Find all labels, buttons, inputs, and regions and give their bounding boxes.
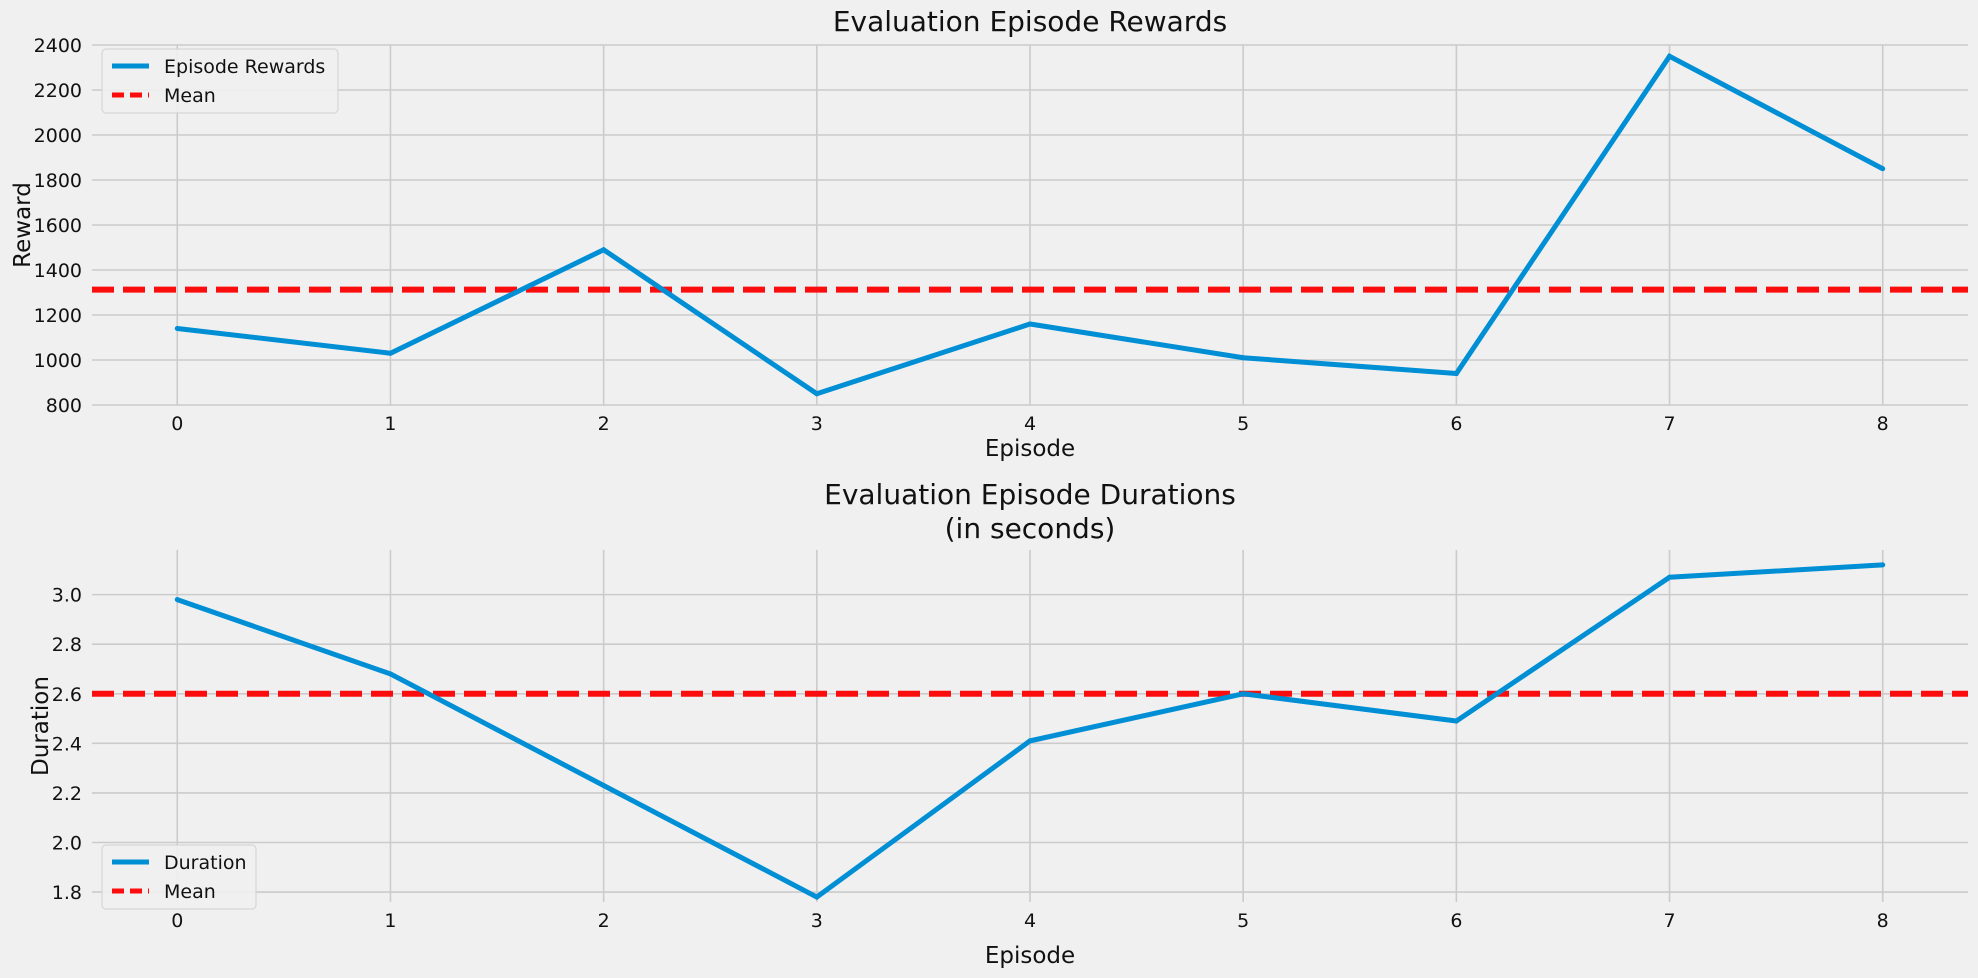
data-point	[1453, 718, 1459, 724]
y-tick-label: 2.2	[52, 783, 82, 805]
x-tick-label: 8	[1877, 910, 1889, 932]
chart-1: 0 1 2 3 4 5 6 7 8 800 1000 1200 1400 1600 1800 2000 2200…	[10, 5, 1968, 462]
y-tick-label: 2200	[34, 80, 82, 102]
y-tick-label: 2.8	[52, 634, 82, 656]
y-tick-label: 2.0	[52, 833, 82, 855]
x-tick-label: 3	[811, 413, 823, 435]
y-tick-label: 1.8	[52, 882, 82, 904]
y-tick-label: 1200	[34, 305, 82, 327]
data-point	[1240, 691, 1246, 697]
data-point	[1453, 371, 1459, 376]
data-point	[601, 247, 607, 253]
x-tick-label: 2	[598, 413, 610, 435]
y-tick-label: 1000	[34, 350, 82, 372]
x-tick-label: 6	[1450, 413, 1462, 435]
x-tick-label: 7	[1663, 413, 1675, 435]
x-axis-label: Episode	[985, 943, 1075, 969]
legend: Episode Rewards Mean	[101, 48, 339, 114]
chart-title: (in seconds)	[945, 512, 1116, 545]
chart-title: Evaluation Episode Rewards	[833, 5, 1227, 38]
data-point	[1667, 53, 1673, 59]
x-tick-label: 4	[1024, 910, 1036, 932]
legend-label: Duration	[164, 852, 247, 874]
data-point	[1667, 574, 1673, 580]
chart-2: 0 1 2 3 4 5 6 7 8 1.8 2.0 2.2 2.4 2.6 2.8 3.0 Evaluation…	[28, 478, 1968, 969]
x-tick-label: 5	[1237, 413, 1249, 435]
data-point	[1880, 562, 1886, 568]
data-point	[1027, 321, 1033, 327]
data-point	[1240, 355, 1246, 361]
data-point	[174, 326, 180, 331]
legend-label: Episode Rewards	[164, 56, 325, 78]
legend-box	[101, 48, 339, 114]
legend-label: Mean	[164, 85, 216, 107]
x-tick-label: 1	[384, 910, 396, 932]
x-tick-label: 1	[384, 413, 396, 435]
y-tick-label: 1800	[34, 170, 82, 192]
data-point	[814, 894, 820, 900]
x-tick-label: 8	[1877, 413, 1889, 435]
x-tick-label: 0	[171, 910, 183, 932]
data-point	[1880, 166, 1886, 172]
x-tick-label: 6	[1450, 910, 1462, 932]
y-tick-label: 2.4	[52, 733, 82, 755]
x-tick-label: 3	[811, 910, 823, 932]
data-point	[601, 782, 607, 788]
y-axis-label: Duration	[28, 676, 54, 776]
legend: Duration Mean	[101, 844, 257, 910]
y-axis-label: Reward	[10, 182, 36, 268]
y-tick-label: 2000	[34, 125, 82, 147]
chart-title: Evaluation Episode Durations	[824, 478, 1236, 511]
x-tick-label: 0	[171, 413, 183, 435]
y-tick-label: 1600	[34, 215, 82, 237]
y-tick-label: 2400	[34, 35, 82, 57]
y-tick-label: 800	[46, 395, 82, 417]
x-tick-label: 5	[1237, 910, 1249, 932]
data-point	[387, 350, 393, 356]
data-point	[174, 597, 180, 603]
x-tick-label: 7	[1663, 910, 1675, 932]
x-tick-label: 4	[1024, 413, 1036, 435]
y-tick-label: 1400	[34, 260, 82, 282]
y-tick-label: 2.6	[52, 684, 82, 706]
x-axis-label: Episode	[985, 436, 1075, 462]
data-point	[814, 391, 820, 397]
x-tick-label: 2	[598, 910, 610, 932]
legend-label: Mean	[164, 881, 216, 903]
y-tick-label: 3.0	[52, 585, 82, 607]
data-point	[1027, 738, 1033, 744]
data-point	[387, 671, 393, 677]
